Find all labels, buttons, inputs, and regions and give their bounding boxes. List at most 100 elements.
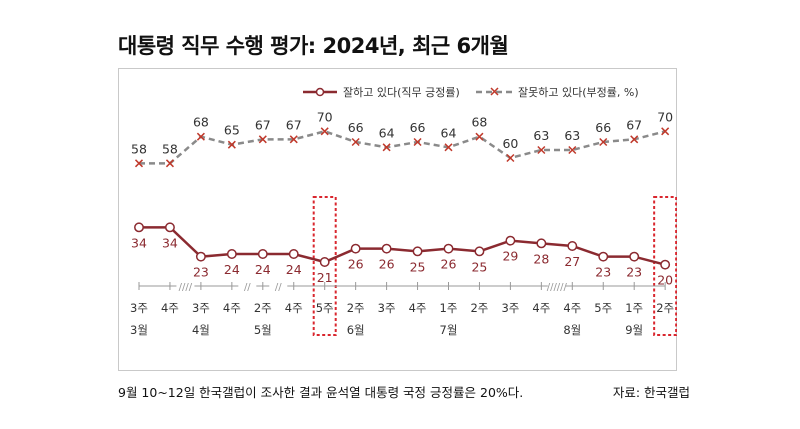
x-tick-label: 4주 <box>223 301 241 315</box>
disapprove-point-stroke <box>382 143 391 152</box>
approve-point <box>474 246 485 257</box>
approve-point <box>660 259 671 270</box>
axis-break-gap <box>547 281 566 291</box>
approve-value-label: 24 <box>255 262 271 277</box>
approve-value-label: 20 <box>657 273 673 288</box>
x-tick-label: 2주 <box>656 301 674 315</box>
approve-value-label: 24 <box>224 262 240 277</box>
x-tick-label: 5주 <box>316 301 334 315</box>
x-tick-label: 3주 <box>130 301 148 315</box>
approve-value-label: 27 <box>564 254 580 269</box>
disapprove-value-label: 66 <box>410 120 426 135</box>
disapprove-point <box>289 135 298 144</box>
disapprove-point-stroke <box>568 145 577 155</box>
disapprove-value-label: 58 <box>162 141 178 156</box>
disapprove-value-label: 66 <box>595 120 611 135</box>
approve-value-label: 34 <box>131 235 147 250</box>
disapprove-value-label: 63 <box>533 128 549 143</box>
disapprove-point-stroke <box>165 159 174 168</box>
disapprove-point <box>475 132 484 141</box>
disapprove-point <box>506 153 515 163</box>
x-tick-label: 4주 <box>532 301 550 315</box>
disapprove-value-label: 64 <box>379 125 395 140</box>
disapprove-point-stroke <box>599 137 608 147</box>
disapprove-point-stroke <box>227 140 236 149</box>
x-month-label: 3월 <box>130 323 148 337</box>
x-tick-label: 3주 <box>378 301 396 315</box>
disapprove-point <box>413 137 422 147</box>
approve-value-label: 23 <box>626 265 642 280</box>
approve-point <box>505 235 516 246</box>
approve-value-label: 28 <box>533 251 549 266</box>
approve-point <box>350 243 361 254</box>
disapprove-point-stroke <box>289 135 298 144</box>
caption: 9월 10~12일 한국갤럽이 조사한 결과 윤석열 대통령 국정 긍정률은 2… <box>118 385 524 400</box>
disapprove-point <box>537 145 546 155</box>
approve-point <box>443 243 454 254</box>
axis-break-gap <box>269 281 288 291</box>
disapprove-point-stroke <box>537 145 546 155</box>
approve-value-label: 29 <box>502 249 518 264</box>
disapprove-line <box>139 130 666 165</box>
disapprove-point <box>227 140 236 149</box>
approve-point <box>412 246 423 257</box>
disapprove-point <box>568 145 577 155</box>
disapprove-point <box>165 159 174 168</box>
x-tick-label: 4주 <box>285 301 303 315</box>
x-month-label: 4월 <box>192 323 210 337</box>
highlight-box <box>653 196 677 336</box>
axis-break-mark: //// <box>179 282 193 293</box>
x-month-label: 7월 <box>440 323 458 337</box>
line-chart: 잘하고 있다(직무 긍정률) 잘못하고 있다(부정률, %) 3주 4주 3주 4주 2… <box>130 85 677 337</box>
disapprove-value-label: 58 <box>131 141 147 156</box>
disapprove-value-label: 68 <box>193 115 209 130</box>
approve-value-label: 24 <box>286 262 302 277</box>
disapprove-point-stroke <box>475 132 484 141</box>
approve-point <box>319 257 330 267</box>
legend-approve-label: 잘하고 있다(직무 긍정률) <box>343 85 460 99</box>
chart-title: 대통령 직무 수행 평가: 2024년, 최근 6개월 <box>118 34 509 58</box>
x-month-label: 5월 <box>254 323 272 337</box>
disapprove-point-stroke <box>196 132 205 141</box>
axis-break-mark: ////// <box>547 282 568 293</box>
x-tick-label: 1주 <box>625 301 643 315</box>
disapprove-point <box>444 143 453 152</box>
disapprove-value-label: 68 <box>471 115 487 130</box>
x-axis: 3주 4주 3주 4주 2주 4주 5주 2주 3주 4주 1주 2주 3주 4주 4주 5주 1주 2주////… <box>130 281 674 337</box>
approve-value-label: 25 <box>471 259 487 274</box>
disapprove-point <box>599 137 608 147</box>
x-tick-label: 5주 <box>594 301 612 315</box>
x-tick-label: 2주 <box>254 301 272 315</box>
approve-point <box>629 251 640 262</box>
disapprove-point-stroke <box>351 137 360 147</box>
legend-disapprove-marker <box>490 87 499 96</box>
approve-point <box>536 238 547 249</box>
legend-disapprove-label: 잘못하고 있다(부정률, %) <box>518 85 639 99</box>
source-note: 자료: 한국갤럽 <box>612 385 690 400</box>
x-tick-label: 4주 <box>409 301 427 315</box>
disapprove-point-stroke <box>413 137 422 147</box>
approve-point <box>226 249 237 259</box>
disapprove-value-label: 67 <box>626 117 642 132</box>
approve-value-label: 26 <box>348 257 364 272</box>
approve-value-label: 23 <box>595 265 611 280</box>
x-tick-label: 1주 <box>440 301 458 315</box>
series-marks: 58 58 68 65 67 67 70 66 64 66 64 68 60 63 63 66 67 70 34 34… <box>131 109 673 287</box>
approve-value-label: 26 <box>441 257 457 272</box>
disapprove-point-stroke <box>444 143 453 152</box>
axis-break-mark: // <box>244 282 251 293</box>
x-tick-label: 2주 <box>347 301 365 315</box>
disapprove-value-label: 67 <box>286 117 302 132</box>
legend-approve-marker <box>315 87 325 97</box>
disapprove-point <box>134 159 144 168</box>
legend: 잘하고 있다(직무 긍정률) 잘못하고 있다(부정률, %) <box>303 85 639 99</box>
approve-point <box>195 251 206 262</box>
series-lines <box>139 130 666 266</box>
disapprove-point-stroke <box>258 135 267 144</box>
disapprove-point-stroke <box>134 159 144 168</box>
disapprove-value-label: 67 <box>255 117 271 132</box>
disapprove-point <box>258 135 267 144</box>
disapprove-point <box>196 132 205 141</box>
approve-value-label: 26 <box>379 257 395 272</box>
disapprove-point <box>351 137 360 147</box>
